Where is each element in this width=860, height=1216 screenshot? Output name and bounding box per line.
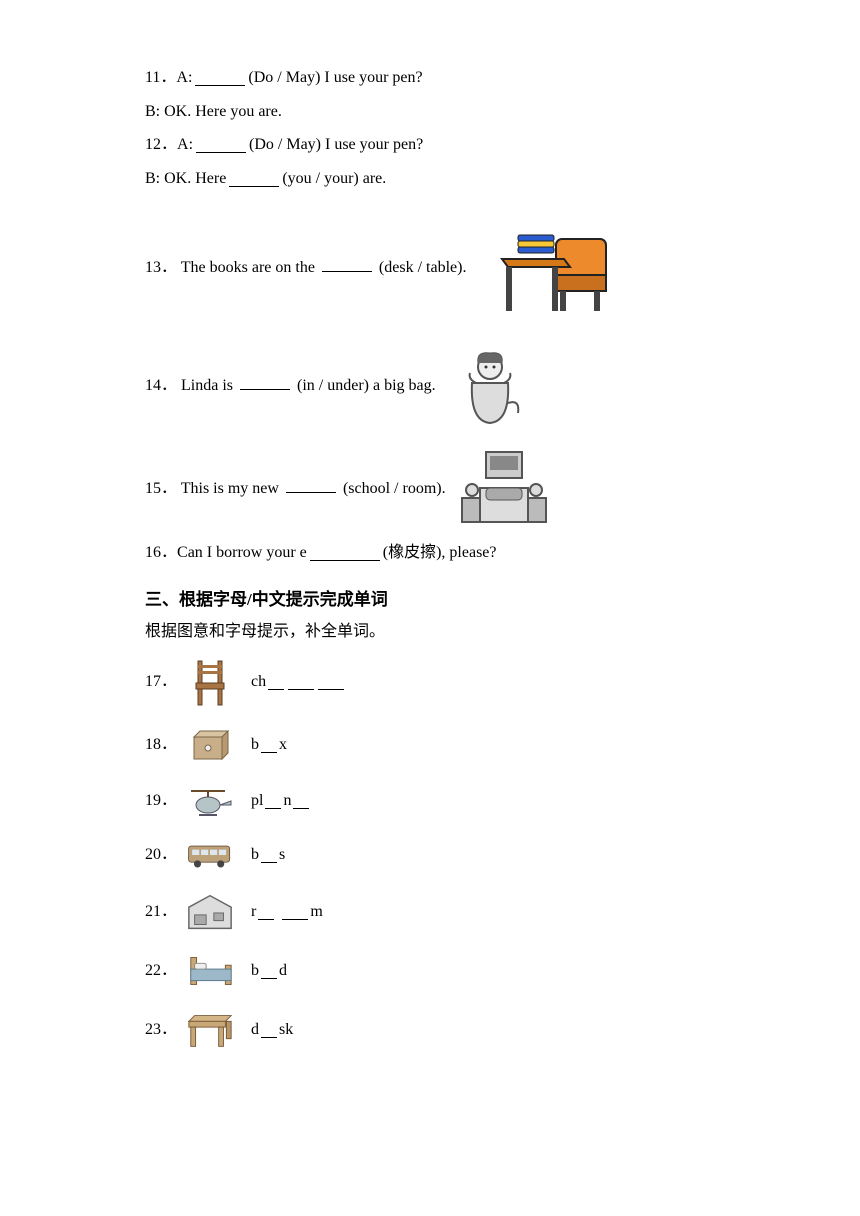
bus-icon: [185, 837, 235, 873]
question-15: 15． This is my new (school / room).: [145, 448, 715, 528]
q18-num: 18．: [145, 732, 185, 758]
desk-icon: [185, 1009, 235, 1051]
q16-pre: Can I borrow your e: [177, 540, 307, 566]
q12-a-pre: A:: [177, 132, 193, 158]
q17-num: 17．: [145, 669, 185, 695]
q20-num: 20．: [145, 842, 185, 868]
q15-pre: This is my new: [181, 480, 283, 497]
q22-post: d: [279, 958, 287, 984]
question-11-line-b: B: OK. Here you are.: [145, 99, 715, 125]
q17-blank-1[interactable]: [268, 674, 284, 690]
question-22: 22． b d: [145, 951, 715, 991]
q15-post: (school / room).: [343, 480, 446, 497]
q19-mid: n: [283, 788, 291, 814]
q12-blank-b[interactable]: [229, 171, 279, 187]
q13-blank[interactable]: [322, 256, 372, 272]
q13-pre: The books are on the: [181, 259, 319, 276]
question-12-line-b: B: OK. Here (you / your) are.: [145, 166, 715, 192]
question-16: 16． Can I borrow your e (橡皮擦), please?: [145, 540, 715, 566]
helicopter-icon: [185, 783, 235, 819]
q19-num: 19．: [145, 788, 185, 814]
chair-icon: [185, 657, 235, 707]
q17-blank-2[interactable]: [288, 674, 314, 690]
q11-b: B: OK. Here you are.: [145, 99, 282, 125]
question-19: 19． pl n: [145, 783, 715, 819]
q21-pre: r: [251, 899, 256, 925]
q21-num: 21．: [145, 899, 185, 925]
bed-icon: [185, 951, 235, 991]
q14-blank[interactable]: [240, 374, 290, 390]
question-14: 14． Linda is (in / under) a big bag.: [145, 343, 715, 428]
q21-post: m: [310, 899, 322, 925]
question-21: 21． r m: [145, 891, 715, 933]
q13-num: 13．: [145, 259, 177, 276]
q18-pre: b: [251, 732, 259, 758]
q20-pre: b: [251, 842, 259, 868]
question-18: 18． b x: [145, 725, 715, 765]
q20-post: s: [279, 842, 285, 868]
q14-pre: Linda is: [181, 377, 237, 394]
q16-post: (橡皮擦), please?: [383, 540, 497, 566]
q19-blank-1[interactable]: [265, 793, 281, 809]
q17-letters: ch: [251, 669, 266, 695]
question-23: 23． d sk: [145, 1009, 715, 1051]
q12-b-pre: B: OK. Here: [145, 166, 226, 192]
q11-num: 11．: [145, 65, 176, 91]
q22-pre: b: [251, 958, 259, 984]
q11-a-post: (Do / May) I use your pen?: [248, 65, 422, 91]
q19-blank-2[interactable]: [293, 793, 309, 809]
question-17: 17． ch: [145, 657, 715, 707]
desk-chair-icon: [494, 217, 614, 317]
q18-blank[interactable]: [261, 737, 277, 753]
q23-pre: d: [251, 1017, 259, 1043]
q11-blank[interactable]: [195, 70, 245, 86]
q12-a-post: (Do / May) I use your pen?: [249, 132, 423, 158]
girl-in-bag-icon: [452, 343, 532, 428]
q15-blank[interactable]: [286, 477, 336, 493]
q20-blank[interactable]: [261, 847, 277, 863]
room-small-icon: [185, 891, 235, 933]
q13-post: (desk / table).: [379, 259, 467, 276]
q14-num: 14．: [145, 377, 177, 394]
q23-post: sk: [279, 1017, 293, 1043]
question-13: 13． The books are on the (desk / table).: [145, 217, 715, 317]
q19-pre: pl: [251, 788, 263, 814]
q18-post: x: [279, 732, 287, 758]
q15-num: 15．: [145, 480, 177, 497]
q14-post: (in / under) a big bag.: [297, 377, 436, 394]
q12-b-post: (you / your) are.: [282, 166, 386, 192]
section-3-title: 三、根据字母/中文提示完成单词: [145, 586, 715, 613]
question-11-line-a: 11． A: (Do / May) I use your pen?: [145, 65, 715, 91]
q17-blank-3[interactable]: [318, 674, 344, 690]
q11-a-pre: A:: [176, 65, 192, 91]
q16-blank[interactable]: [310, 545, 380, 561]
q23-num: 23．: [145, 1017, 185, 1043]
q12-num: 12．: [145, 132, 177, 158]
q16-num: 16．: [145, 540, 177, 566]
q21-blank-1[interactable]: [258, 904, 274, 920]
question-20: 20． b s: [145, 837, 715, 873]
q21-blank-2[interactable]: [282, 904, 308, 920]
q22-num: 22．: [145, 958, 185, 984]
q22-blank[interactable]: [261, 963, 277, 979]
room-icon: [456, 448, 551, 528]
q12-blank-a[interactable]: [196, 137, 246, 153]
section-3-subtitle: 根据图意和字母提示，补全单词。: [145, 619, 715, 645]
question-12-line-a: 12． A: (Do / May) I use your pen?: [145, 132, 715, 158]
q23-blank[interactable]: [261, 1022, 277, 1038]
box-icon: [185, 725, 235, 765]
